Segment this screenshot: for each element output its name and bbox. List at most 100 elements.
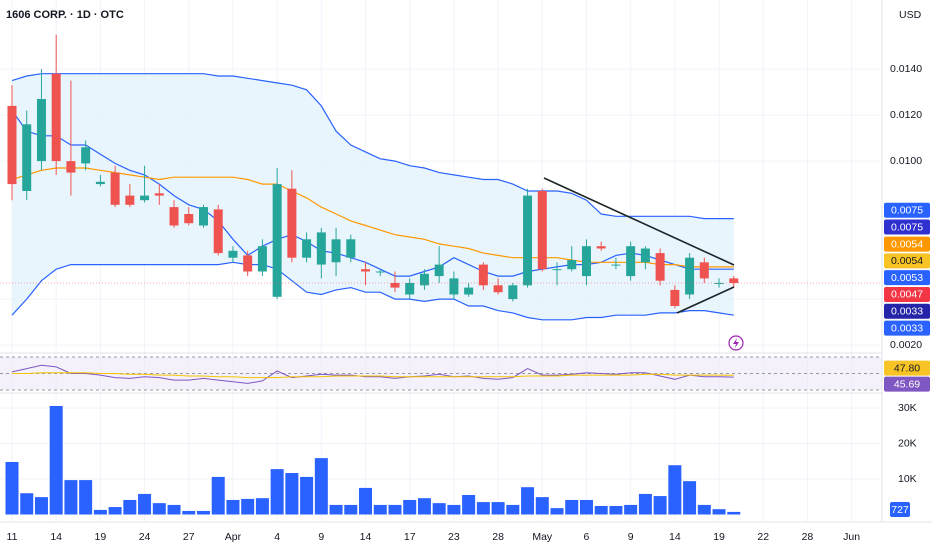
price-badge-label: 0.0047 [891,289,923,301]
volume-bar [93,509,107,515]
volume-bar [49,405,63,515]
volume-bar [270,469,284,515]
price-badge-label: 0.0033 [891,322,923,334]
candle-body [81,147,91,164]
overlay-line [11,167,734,268]
volume-bar [447,504,461,515]
trend-line [676,286,735,314]
candle-body [287,188,297,258]
price-badge [884,219,930,235]
volume-bar [653,496,667,515]
candle-body [670,289,680,306]
volume-bar [79,480,93,515]
y-tick-label: 0.0020 [890,339,922,351]
volume-bar [668,465,682,515]
volume-bar [359,487,373,515]
volume-bar [609,505,623,515]
y-tick-label: 0.0100 [890,155,922,167]
x-tick-label: 14 [669,531,681,543]
candle-body [434,264,444,277]
candle-body [361,269,371,272]
volume-bar [727,511,741,515]
candle-body [51,73,61,162]
volume-bar [535,497,549,515]
candle-body [140,195,150,201]
x-tick-label: 28 [492,531,504,543]
candle-body [331,239,341,263]
candle-body [169,207,179,226]
currency-label[interactable]: USD [899,9,922,21]
price-badge [884,202,930,218]
volume-bar [638,493,652,515]
volume-bar [579,499,593,515]
candle-body [611,264,621,266]
candle-body [7,105,17,185]
volume-bar [211,476,225,515]
candle-body [346,239,356,258]
x-tick-label: 17 [404,531,416,543]
volume-bar [123,499,137,515]
volume-bar [314,458,328,515]
volume-bar [64,480,78,515]
price-badge-label: 0.0054 [891,238,923,250]
x-tick-label: 27 [183,531,195,543]
volume-bar [476,502,490,515]
x-tick-label: 28 [802,531,814,543]
candle-body [655,253,665,281]
volume-bar [594,505,608,515]
candle-body [110,172,120,205]
price-badge-label: 0.0075 [891,221,923,233]
rsi-line [12,372,734,379]
volume-bar [373,504,387,515]
volume-bar [491,502,505,515]
candle-body [95,181,105,185]
price-badge [884,303,930,319]
volume-bar [565,499,579,515]
price-badge-label: 0.0053 [891,272,923,284]
overlay-line [11,110,734,277]
candle-body [154,193,164,196]
chart-title: 1606 CORP. · 1D · OTC [6,9,124,21]
candle-body [552,269,562,271]
price-badge [884,236,930,252]
price-badge [884,376,930,392]
volume-bar [462,494,476,515]
badges: 0.0075 0.0075 0.0054 0.0054 0.0053 0.0047 0.00… [884,202,930,517]
candle-body [714,283,724,284]
volume-bar [403,499,417,515]
volume-bar [226,499,240,515]
candle-body [198,207,208,226]
volume-badge-label: 727 [891,504,909,516]
y-tick-label: 0.0140 [890,63,922,75]
candle-body [581,246,591,277]
volume-bar [152,503,166,515]
candle-body [22,124,32,191]
candle-body [272,184,282,297]
plot: 0.00200.00400.01000.01200.014010K20K30K1… [0,34,922,543]
price-badge-label: 0.0075 [891,204,923,216]
candle-body [213,209,223,254]
volume-bar [182,510,196,515]
x-tick-label: 11 [7,531,18,543]
candle-body [419,273,429,286]
candle-body [596,246,606,249]
volume-bar [20,493,34,515]
x-tick-label: May [532,531,553,543]
price-badge [884,360,930,376]
volume-bar [624,504,638,515]
price-badge [884,253,930,269]
price-badge [884,270,930,286]
price-badge [884,320,930,336]
candle-body [685,257,695,295]
candle-body [66,161,76,173]
candle-body [464,287,474,295]
candle-body [184,214,194,224]
price-badge [884,286,930,302]
x-tick-label: Jun [843,531,860,543]
y-tick-label: 0.0120 [890,109,922,121]
candle-body [125,195,135,205]
volume-bar [550,508,564,515]
candle-body [493,285,503,293]
volume-bar [417,498,431,515]
